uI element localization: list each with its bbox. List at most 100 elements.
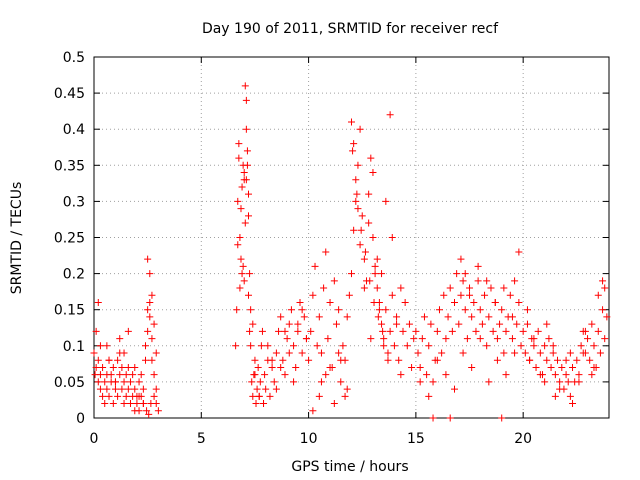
data-point (254, 363, 262, 371)
data-point (425, 342, 433, 350)
data-point (322, 248, 330, 256)
data-point (358, 212, 366, 220)
data-point (566, 349, 574, 357)
data-point (146, 298, 154, 306)
data-point (148, 335, 156, 343)
data-point (370, 298, 378, 306)
data-point (511, 277, 519, 285)
data-point (511, 349, 519, 357)
data-point (240, 169, 248, 177)
data-point (451, 385, 458, 393)
data-point (94, 356, 102, 364)
data-point (476, 306, 484, 314)
data-point (455, 320, 463, 328)
data-point (551, 371, 559, 379)
data-point (146, 313, 154, 321)
data-point (393, 313, 401, 321)
data-point (361, 248, 369, 256)
data-point (109, 363, 117, 371)
y-tick-label: 0 (76, 411, 85, 427)
data-point (111, 378, 119, 386)
data-point (590, 363, 598, 371)
data-point (135, 392, 143, 400)
data-point (357, 226, 365, 234)
data-point (478, 320, 486, 328)
data-point (268, 363, 276, 371)
data-point (483, 342, 491, 350)
data-point (256, 378, 264, 386)
y-tick-label: 0.4 (63, 122, 85, 138)
data-point (350, 226, 358, 234)
data-point (543, 356, 551, 364)
data-point (388, 234, 396, 241)
data-point (558, 363, 566, 371)
data-point (105, 392, 113, 400)
data-point (420, 313, 428, 321)
data-point (386, 111, 394, 119)
data-point (285, 320, 293, 328)
data-point (408, 363, 416, 371)
data-point (92, 327, 100, 335)
data-point (474, 262, 482, 270)
data-point (374, 313, 382, 321)
data-point (508, 313, 516, 321)
data-point (569, 400, 577, 408)
data-point (367, 154, 375, 162)
data-point (485, 313, 493, 321)
data-point (142, 342, 149, 350)
data-point (101, 400, 109, 408)
data-point (300, 313, 308, 321)
y-tick-label: 0.1 (63, 339, 85, 355)
data-point (111, 385, 119, 393)
data-point (266, 392, 274, 400)
data-point (515, 298, 523, 306)
data-point (577, 342, 585, 350)
data-point (446, 414, 454, 422)
data-point (348, 118, 355, 126)
data-point (416, 378, 424, 386)
data-point (373, 284, 381, 292)
data-point (438, 349, 446, 357)
data-point (313, 342, 321, 350)
y-axis-label: SRMTID / TECUs (9, 182, 25, 295)
data-point (517, 342, 525, 350)
data-point (142, 356, 149, 364)
data-point (502, 327, 510, 335)
data-point (446, 284, 454, 292)
data-point (133, 400, 141, 408)
data-points (90, 82, 611, 422)
data-point (262, 385, 270, 393)
data-point (498, 414, 506, 422)
data-point (451, 298, 458, 306)
data-point (99, 392, 107, 400)
data-point (298, 306, 306, 314)
data-point (601, 335, 609, 343)
data-point (124, 327, 132, 335)
y-tick-label: 0.25 (54, 231, 85, 247)
data-point (536, 349, 544, 357)
data-point (335, 306, 343, 314)
data-point (564, 378, 572, 386)
data-point (483, 277, 491, 285)
data-point (275, 327, 283, 335)
data-point (367, 335, 375, 343)
axis-ticks: 0 0.05 0.1 0.15 0.2 0.25 0.3 0.35 0.4 0.45 0.5 0 5 10… (54, 50, 609, 447)
data-point (412, 327, 420, 335)
data-point (545, 335, 553, 343)
data-point (390, 342, 398, 350)
data-point (365, 190, 373, 198)
data-point (468, 313, 476, 321)
data-point (343, 313, 351, 321)
data-point (410, 335, 418, 343)
data-point (122, 392, 130, 400)
data-point (481, 291, 489, 299)
data-point (253, 385, 261, 393)
data-point (234, 197, 242, 205)
data-point (508, 335, 516, 343)
data-point (290, 342, 298, 350)
data-point (403, 342, 411, 350)
data-point (252, 400, 260, 408)
data-point (416, 363, 424, 371)
data-point (124, 363, 132, 371)
data-point (487, 284, 495, 292)
